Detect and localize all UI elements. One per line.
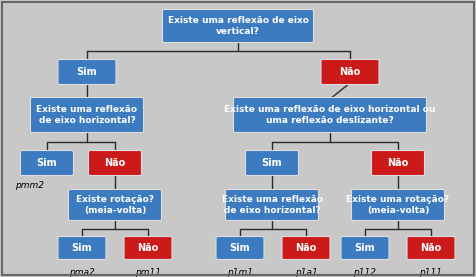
FancyBboxPatch shape [371,150,425,176]
Text: Sim: Sim [72,243,92,253]
FancyBboxPatch shape [124,237,172,260]
Text: Sim: Sim [77,67,97,77]
FancyBboxPatch shape [69,189,161,220]
Text: p1a1: p1a1 [295,268,317,277]
Text: Existe rotação?
(meia-volta): Existe rotação? (meia-volta) [76,195,154,215]
FancyBboxPatch shape [30,98,143,132]
Text: Não: Não [104,158,126,168]
Text: Sim: Sim [37,158,57,168]
FancyBboxPatch shape [351,189,445,220]
Text: Existe uma reflexão de eixo horizontal ou
uma reflexão deslizante?: Existe uma reflexão de eixo horizontal o… [224,105,436,125]
Text: Não: Não [296,243,317,253]
FancyBboxPatch shape [282,237,330,260]
Text: Não: Não [138,243,159,253]
Text: Sim: Sim [230,243,250,253]
Text: Sim: Sim [262,158,282,168]
FancyBboxPatch shape [246,150,298,176]
FancyBboxPatch shape [407,237,455,260]
Text: Existe uma reflexão de eixo
vertical?: Existe uma reflexão de eixo vertical? [168,16,308,36]
FancyBboxPatch shape [162,9,314,42]
Text: Não: Não [420,243,442,253]
Text: pmm2: pmm2 [16,181,44,190]
Text: Existe uma reflexão
de eixo horizontal?: Existe uma reflexão de eixo horizontal? [221,195,323,215]
FancyBboxPatch shape [216,237,264,260]
FancyBboxPatch shape [58,60,116,84]
FancyBboxPatch shape [341,237,389,260]
Text: Não: Não [339,67,361,77]
Text: pma2: pma2 [69,268,95,277]
FancyBboxPatch shape [58,237,106,260]
Text: Não: Não [387,158,408,168]
Text: Existe uma rotação?
(meia-volta): Existe uma rotação? (meia-volta) [347,195,449,215]
FancyBboxPatch shape [20,150,73,176]
Text: Existe uma reflexão
de eixo horizontal?: Existe uma reflexão de eixo horizontal? [37,105,138,125]
Text: p1m1: p1m1 [227,268,253,277]
Text: p112: p112 [354,268,377,277]
Text: Sim: Sim [355,243,375,253]
Text: pm11: pm11 [135,268,161,277]
FancyBboxPatch shape [234,98,426,132]
Text: p111: p111 [419,268,443,277]
FancyBboxPatch shape [89,150,141,176]
FancyBboxPatch shape [226,189,318,220]
FancyBboxPatch shape [321,60,379,84]
